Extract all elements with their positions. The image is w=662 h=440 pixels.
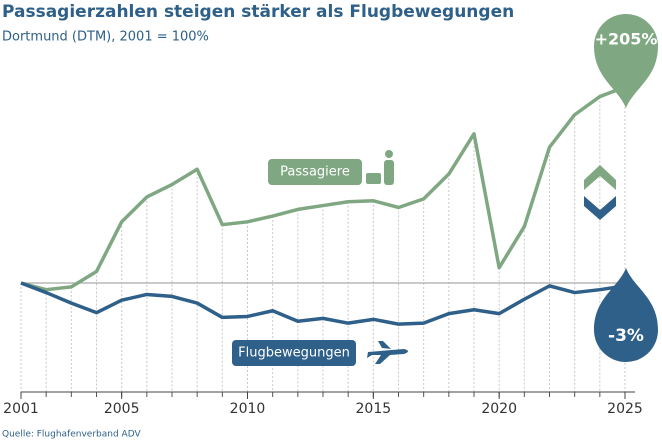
source: Quelle: Flughafenverband ADV [2, 430, 141, 440]
up-chevron [584, 165, 616, 190]
series-line [20, 85, 626, 292]
change-label: +205% [595, 30, 658, 49]
chart-subtitle: Dortmund (DTM), 2001 = 100% [2, 30, 209, 45]
suitcase-icon [366, 173, 381, 184]
change-label: -3% [608, 326, 644, 346]
legend-box [268, 159, 362, 185]
x-tick-label: 2020 [481, 401, 517, 417]
legend-box [232, 340, 356, 366]
x-tick-label: 2001 [3, 401, 39, 417]
person-icon [385, 150, 393, 158]
x-tick-label: 2025 [607, 401, 643, 417]
legend-label: Passagiere [280, 165, 350, 180]
x-tick-label: 2015 [356, 401, 392, 417]
x-tick-label: 2010 [230, 401, 266, 417]
change-badge [594, 268, 658, 362]
down-chevron [584, 196, 616, 220]
chart-title: Passagierzahlen steigen stärker als Flug… [2, 2, 514, 22]
plane-icon [367, 341, 408, 364]
change-badge [594, 14, 658, 108]
x-tick-label: 2005 [104, 401, 140, 417]
legend-label: Flugbewegungen [238, 346, 350, 361]
series-line [20, 281, 626, 326]
person-icon [384, 160, 394, 185]
